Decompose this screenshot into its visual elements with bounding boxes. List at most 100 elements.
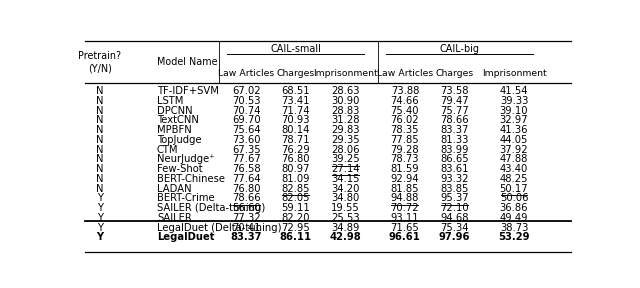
Text: 81.85: 81.85 bbox=[390, 183, 419, 194]
Text: 81.09: 81.09 bbox=[282, 174, 310, 184]
Text: 70.53: 70.53 bbox=[232, 96, 260, 106]
Text: 50.17: 50.17 bbox=[500, 183, 528, 194]
Text: Y: Y bbox=[97, 213, 103, 223]
Text: 31.28: 31.28 bbox=[331, 115, 360, 125]
Text: N: N bbox=[96, 125, 104, 135]
Text: 37.92: 37.92 bbox=[500, 145, 528, 155]
Text: 79.47: 79.47 bbox=[440, 96, 468, 106]
Text: 25.53: 25.53 bbox=[331, 213, 360, 223]
Text: 38.73: 38.73 bbox=[500, 223, 528, 232]
Text: 73.88: 73.88 bbox=[390, 86, 419, 96]
Text: TopJudge: TopJudge bbox=[157, 135, 202, 145]
Text: 78.66: 78.66 bbox=[440, 115, 468, 125]
Text: 96.61: 96.61 bbox=[389, 232, 421, 242]
Text: 72.95: 72.95 bbox=[282, 223, 310, 232]
Text: 68.51: 68.51 bbox=[282, 86, 310, 96]
Text: BERT-Crime: BERT-Crime bbox=[157, 193, 214, 203]
Text: 94.88: 94.88 bbox=[390, 193, 419, 203]
Text: 94.68: 94.68 bbox=[440, 213, 468, 223]
Text: SAILER: SAILER bbox=[157, 213, 191, 223]
Text: CTM: CTM bbox=[157, 145, 179, 155]
Text: Y: Y bbox=[97, 193, 103, 203]
Text: 76.80: 76.80 bbox=[282, 154, 310, 164]
Text: 41.36: 41.36 bbox=[500, 125, 528, 135]
Text: 78.35: 78.35 bbox=[390, 125, 419, 135]
Text: 34.80: 34.80 bbox=[332, 193, 360, 203]
Text: 73.58: 73.58 bbox=[440, 86, 468, 96]
Text: N: N bbox=[96, 183, 104, 194]
Text: 39.10: 39.10 bbox=[500, 106, 528, 115]
Text: 80.14: 80.14 bbox=[282, 125, 310, 135]
Text: CAIL-small: CAIL-small bbox=[270, 44, 321, 54]
Text: 70.41: 70.41 bbox=[232, 223, 260, 232]
Text: 86.65: 86.65 bbox=[440, 154, 468, 164]
Text: 82.05: 82.05 bbox=[282, 193, 310, 203]
Text: 74.66: 74.66 bbox=[390, 96, 419, 106]
Text: N: N bbox=[96, 106, 104, 115]
Text: Law Articles: Law Articles bbox=[377, 69, 433, 78]
Text: Few-Shot: Few-Shot bbox=[157, 164, 202, 174]
Text: 70.93: 70.93 bbox=[282, 115, 310, 125]
Text: 56.60: 56.60 bbox=[232, 203, 260, 213]
Text: 39.33: 39.33 bbox=[500, 96, 528, 106]
Text: 75.34: 75.34 bbox=[440, 223, 468, 232]
Text: 83.61: 83.61 bbox=[440, 164, 468, 174]
Text: 78.66: 78.66 bbox=[232, 193, 260, 203]
Text: Law Articles: Law Articles bbox=[218, 69, 275, 78]
Text: N: N bbox=[96, 135, 104, 145]
Text: 97.96: 97.96 bbox=[439, 232, 470, 242]
Text: 75.77: 75.77 bbox=[440, 106, 469, 115]
Text: 83.37: 83.37 bbox=[440, 125, 468, 135]
Text: 76.29: 76.29 bbox=[282, 145, 310, 155]
Text: 41.54: 41.54 bbox=[500, 86, 528, 96]
Text: 82.20: 82.20 bbox=[282, 213, 310, 223]
Text: 83.37: 83.37 bbox=[230, 232, 262, 242]
Text: 77.64: 77.64 bbox=[232, 174, 260, 184]
Text: Y: Y bbox=[97, 203, 103, 213]
Text: N: N bbox=[96, 86, 104, 96]
Text: LADAN: LADAN bbox=[157, 183, 191, 194]
Text: N: N bbox=[96, 115, 104, 125]
Text: 80.97: 80.97 bbox=[282, 164, 310, 174]
Text: 67.35: 67.35 bbox=[232, 145, 260, 155]
Text: Model Name: Model Name bbox=[157, 57, 218, 67]
Text: 71.74: 71.74 bbox=[282, 106, 310, 115]
Text: 28.83: 28.83 bbox=[331, 106, 360, 115]
Text: 78.73: 78.73 bbox=[390, 154, 419, 164]
Text: MPBFN: MPBFN bbox=[157, 125, 191, 135]
Text: 44.05: 44.05 bbox=[500, 135, 528, 145]
Text: 93.32: 93.32 bbox=[440, 174, 468, 184]
Text: 32.97: 32.97 bbox=[500, 115, 528, 125]
Text: 34.15: 34.15 bbox=[331, 174, 360, 184]
Text: 83.85: 83.85 bbox=[440, 183, 468, 194]
Text: 29.83: 29.83 bbox=[331, 125, 360, 135]
Text: 29.35: 29.35 bbox=[331, 135, 360, 145]
Text: N: N bbox=[96, 164, 104, 174]
Text: 72.10: 72.10 bbox=[440, 203, 468, 213]
Text: 69.70: 69.70 bbox=[232, 115, 260, 125]
Text: 49.49: 49.49 bbox=[500, 213, 528, 223]
Text: 70.74: 70.74 bbox=[232, 106, 260, 115]
Text: 19.55: 19.55 bbox=[331, 203, 360, 213]
Text: 28.06: 28.06 bbox=[331, 145, 360, 155]
Text: Imprisonment: Imprisonment bbox=[313, 69, 378, 78]
Text: 73.60: 73.60 bbox=[232, 135, 260, 145]
Text: Y: Y bbox=[96, 232, 104, 242]
Text: 39.25: 39.25 bbox=[331, 154, 360, 164]
Text: 27.14: 27.14 bbox=[331, 164, 360, 174]
Text: 73.41: 73.41 bbox=[282, 96, 310, 106]
Text: DPCNN: DPCNN bbox=[157, 106, 193, 115]
Text: 86.11: 86.11 bbox=[280, 232, 312, 242]
Text: 36.86: 36.86 bbox=[500, 203, 528, 213]
Text: N: N bbox=[96, 96, 104, 106]
Text: N: N bbox=[96, 154, 104, 164]
Text: 34.20: 34.20 bbox=[331, 183, 360, 194]
Text: 67.02: 67.02 bbox=[232, 86, 260, 96]
Text: 30.90: 30.90 bbox=[331, 96, 360, 106]
Text: 78.71: 78.71 bbox=[282, 135, 310, 145]
Text: LSTM: LSTM bbox=[157, 96, 183, 106]
Text: CAIL-big: CAIL-big bbox=[440, 44, 479, 54]
Text: 50.06: 50.06 bbox=[500, 193, 528, 203]
Text: 79.28: 79.28 bbox=[390, 145, 419, 155]
Text: 43.40: 43.40 bbox=[500, 164, 528, 174]
